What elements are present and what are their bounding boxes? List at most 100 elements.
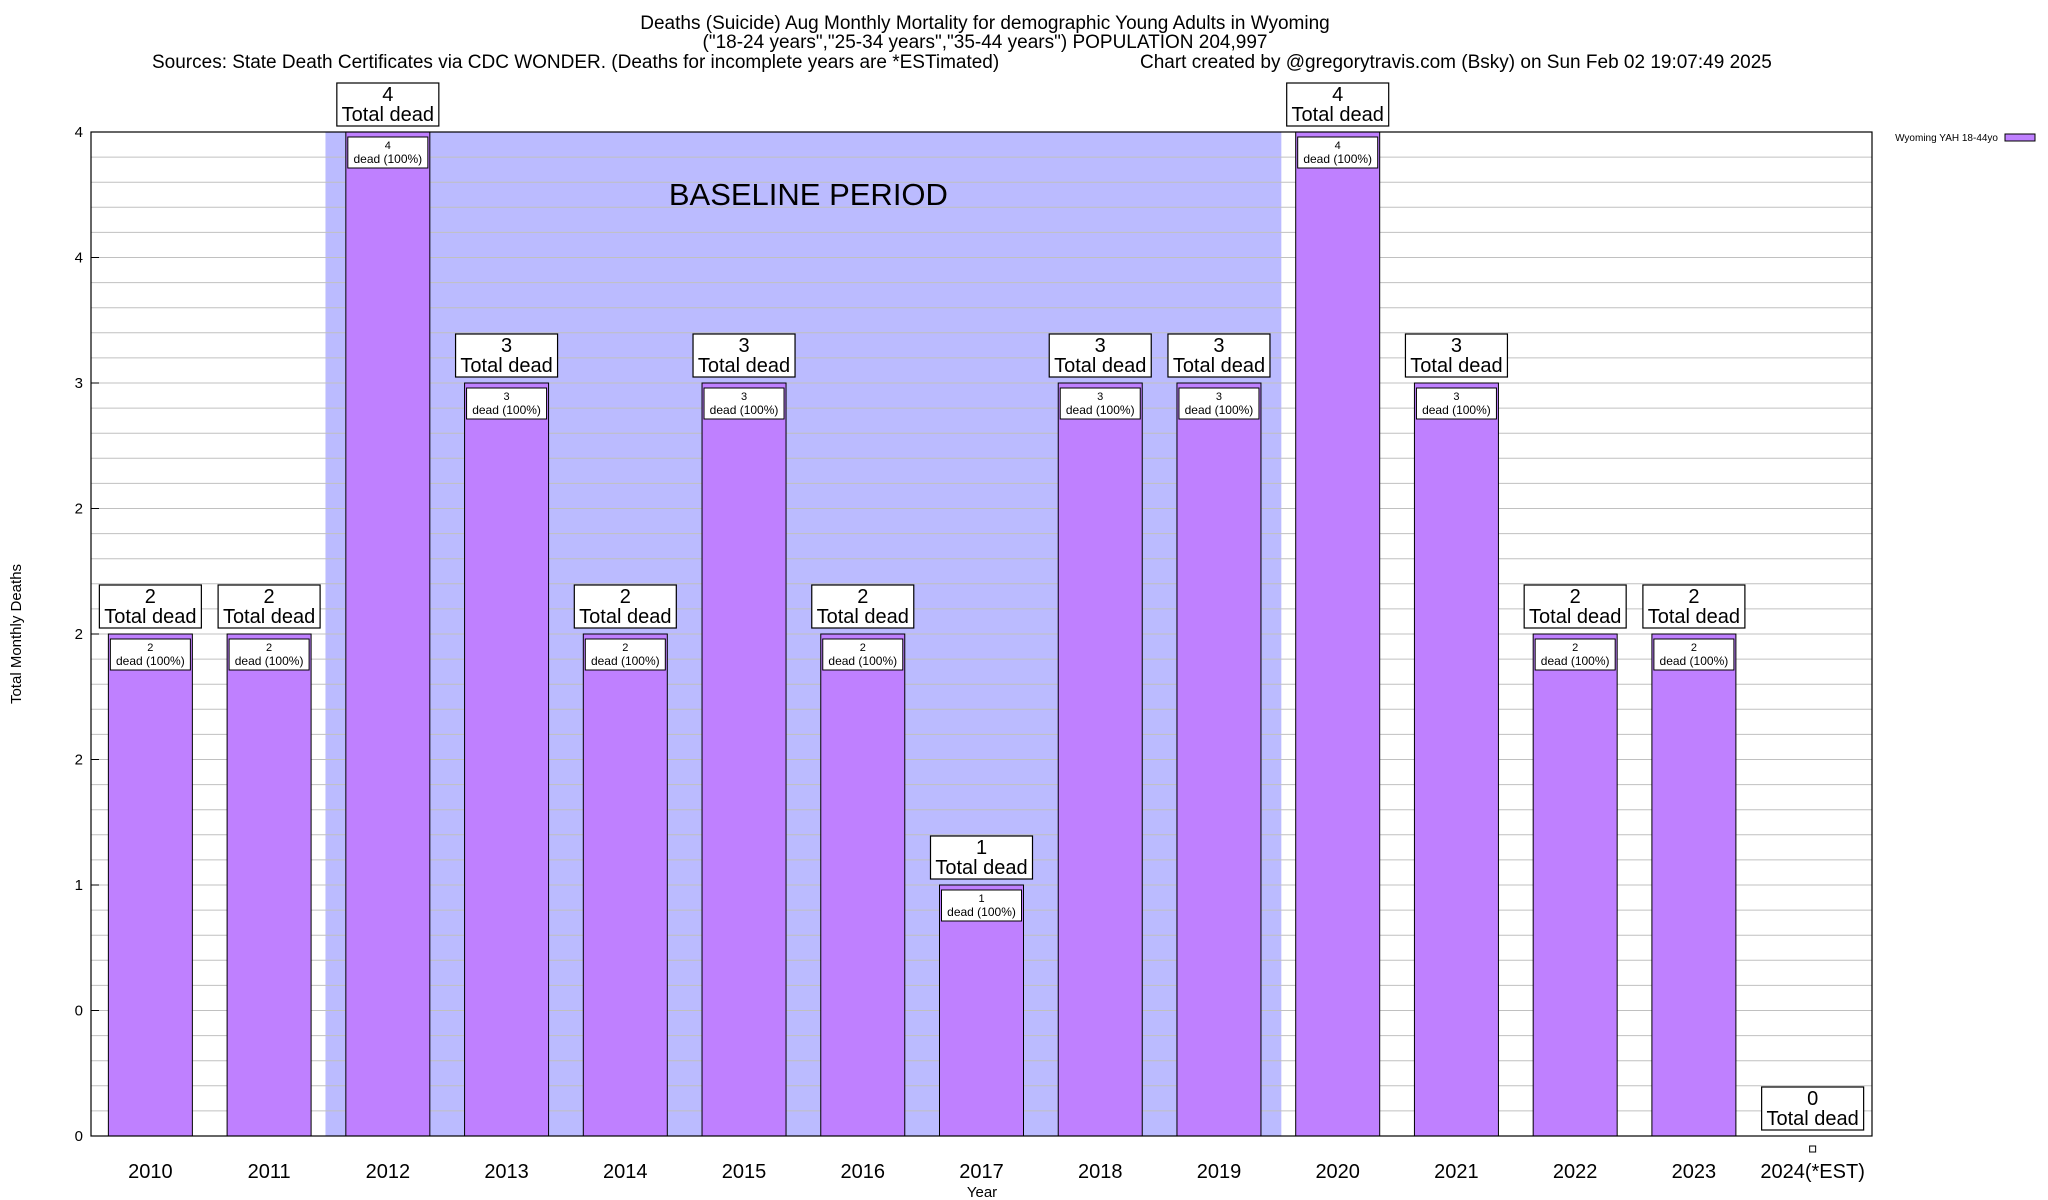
bar-dead-label-box	[347, 136, 429, 169]
x-axis-title: Year	[967, 1184, 997, 1200]
bar	[1413, 382, 1499, 1137]
x-tick-label: 2013	[484, 1161, 529, 1183]
x-tick-label: 2011	[248, 1161, 291, 1183]
y-tick-label: 4	[75, 124, 83, 141]
y-tick-label: 2	[75, 501, 83, 518]
bar-dead-count: 3	[1097, 391, 1103, 403]
chart-title: Deaths (Suicide) Aug Monthly Mortality f…	[640, 13, 1330, 34]
bar-dead-label-box	[822, 638, 904, 671]
bar-dead-label-box	[703, 387, 785, 420]
bar-dead-text: dead (100%)	[1660, 654, 1729, 668]
bar-dead-label-box	[1059, 387, 1141, 420]
total-dead-count: 2	[857, 586, 868, 608]
bar-dead-label-box	[941, 889, 1022, 922]
total-dead-count: 0	[1807, 1088, 1818, 1110]
y-tick-label: 2	[75, 752, 83, 769]
bar-dead-label-box	[584, 638, 666, 671]
x-tick-label: 2014	[603, 1161, 648, 1183]
bar	[1651, 633, 1737, 1137]
x-tick-label: 2022	[1553, 1161, 1598, 1183]
bar-dead-label-box	[1415, 387, 1497, 420]
x-tick-label: 2016	[841, 1161, 886, 1183]
total-dead-text: Total dead	[342, 104, 434, 126]
total-dead-label-box	[1286, 82, 1390, 127]
total-dead-label-box	[811, 584, 915, 629]
total-dead-label-box	[1404, 333, 1509, 378]
total-dead-label-box	[336, 82, 440, 127]
bar-dead-text: dead (100%)	[116, 654, 185, 668]
y-tick-label: 3	[75, 375, 83, 392]
bar-dead-count: 3	[741, 391, 747, 403]
total-dead-text: Total dead	[817, 606, 909, 628]
total-dead-text: Total dead	[223, 606, 315, 628]
bar-dead-text: dead (100%)	[591, 654, 660, 668]
bar	[939, 884, 1024, 1137]
x-tick-label: 2018	[1078, 1161, 1123, 1183]
y-tick-label: 2	[75, 626, 83, 643]
bar-zero-marker	[1809, 1145, 1817, 1153]
bar-dead-count: 4	[385, 140, 391, 152]
total-dead-count: 3	[1451, 335, 1462, 357]
bar-dead-label-box	[228, 638, 310, 671]
bar-dead-label-box	[109, 638, 191, 671]
total-dead-label-box	[454, 333, 559, 378]
x-tick-label: 2023	[1672, 1161, 1717, 1183]
total-dead-label-box	[1642, 584, 1746, 629]
total-dead-count: 2	[1570, 586, 1581, 608]
total-dead-text: Total dead	[935, 857, 1027, 879]
baseline-period-label: BASELINE PERIOD	[669, 177, 948, 212]
total-dead-label-box	[98, 584, 202, 629]
bar	[464, 382, 550, 1137]
x-tick-label: 2012	[366, 1161, 411, 1183]
bar-dead-text: dead (100%)	[1303, 152, 1372, 166]
bar	[582, 633, 668, 1137]
total-dead-count: 3	[1095, 335, 1106, 357]
bar	[1176, 382, 1262, 1137]
total-dead-count: 3	[738, 335, 749, 357]
bar-dead-count: 3	[1453, 391, 1459, 403]
chart-subtitle: ("18-24 years","25-34 years","35-44 year…	[702, 32, 1268, 53]
total-dead-label-box	[1167, 333, 1271, 378]
bar-dead-text: dead (100%)	[1185, 403, 1254, 417]
bar-dead-count: 2	[1691, 642, 1697, 654]
bar-dead-text: dead (100%)	[472, 403, 541, 417]
bar-dead-text: dead (100%)	[828, 654, 897, 668]
total-dead-text: Total dead	[1529, 606, 1621, 628]
total-dead-text: Total dead	[1648, 606, 1740, 628]
bar-dead-count: 2	[622, 642, 628, 654]
bars-layer	[107, 131, 1817, 1153]
bar-dead-count: 1	[978, 893, 984, 905]
bar-dead-label-box	[1534, 638, 1616, 671]
total-dead-text: Total dead	[1410, 355, 1502, 377]
total-dead-count: 3	[501, 335, 512, 357]
total-dead-text: Total dead	[1766, 1108, 1858, 1130]
y-axis-title: Total Monthly Deaths	[8, 564, 25, 704]
y-tick-label: 0	[75, 1128, 83, 1145]
total-dead-count: 2	[264, 586, 275, 608]
total-dead-text: Total dead	[579, 606, 671, 628]
bar-dead-count: 2	[147, 642, 153, 654]
total-dead-label-box	[217, 584, 321, 629]
total-dead-count: 1	[976, 837, 987, 859]
bar-dead-text: dead (100%)	[710, 403, 779, 417]
bar-dead-label-box	[1653, 638, 1735, 671]
